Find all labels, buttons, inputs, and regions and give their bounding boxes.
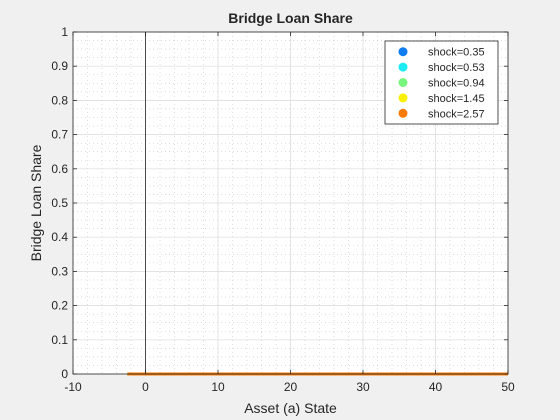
y-tick-label: 0.3 [51,264,68,278]
y-tick-label: 0.6 [51,162,68,176]
y-tick-label: 0 [61,367,68,381]
legend-marker [398,93,408,103]
y-tick-label: 1 [61,25,68,39]
legend: shock=0.35 shock=0.53 shock=0.94 shock=1.45… [384,40,499,125]
y-tick-label: 0.9 [51,59,68,73]
x-axis-label: Asset (a) State [244,400,337,416]
legend-entry-label: shock=1.45 [428,93,485,105]
legend-marker [398,62,408,72]
y-tick-label: 0.5 [51,196,68,210]
chart-title: Bridge Loan Share [228,10,353,26]
y-tick-label: 0.4 [51,230,68,244]
x-tick-label: 30 [356,380,370,394]
legend-marker [398,108,408,118]
x-tick-label: -10 [64,380,82,394]
y-tick-label: 0.7 [51,128,68,142]
legend-marker [398,47,408,57]
x-tick-label: 50 [501,380,515,394]
x-tick-label: 40 [429,380,443,394]
y-axis-label: Bridge Loan Share [28,144,44,261]
legend-entry-label: shock=2.57 [428,108,485,120]
y-tick-label: 0.2 [51,299,68,313]
legend-marker [398,78,408,87]
y-tick-label: 0.8 [51,93,68,107]
x-tick-label: 0 [142,380,149,394]
y-tick-label: 0.1 [51,333,68,347]
legend-entry-label: shock=0.35 [428,47,485,59]
x-tick-label: 20 [284,380,298,394]
legend-entry-label: shock=0.53 [428,62,485,74]
y-axis-ticks: 0 0.1 0.2 0.3 0.4 0.5 0.6 0.7 0.8 0.9 1 [51,25,508,381]
x-axis-ticks: -10 0 10 20 30 40 50 [64,32,515,394]
x-tick-label: 10 [211,380,225,394]
legend-entry-label: shock=0.94 [428,78,485,90]
